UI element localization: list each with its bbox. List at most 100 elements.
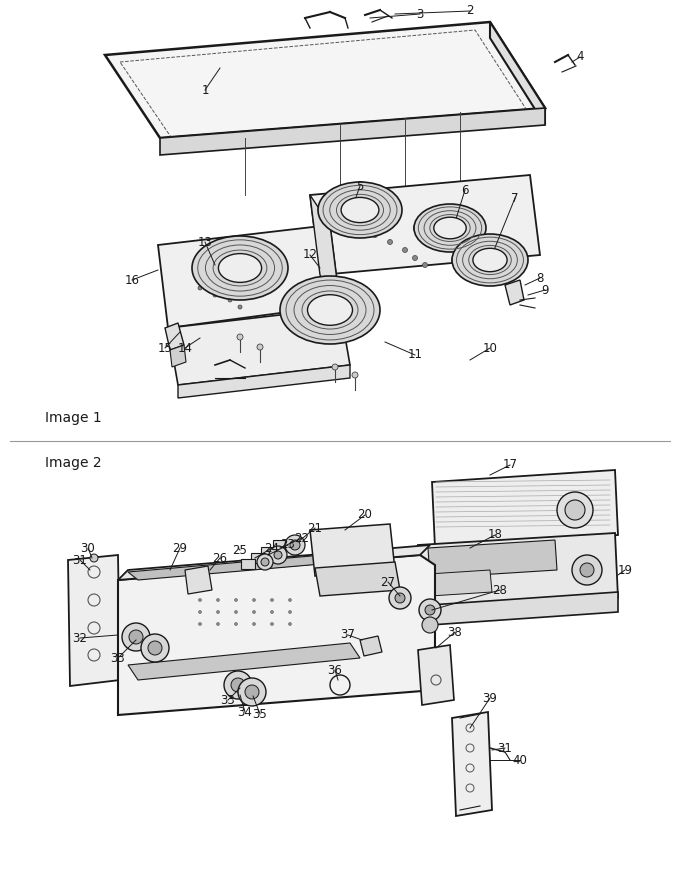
Circle shape xyxy=(141,634,169,662)
Circle shape xyxy=(389,587,411,609)
Polygon shape xyxy=(261,547,275,557)
Polygon shape xyxy=(430,592,618,625)
Text: 5: 5 xyxy=(356,180,364,193)
Text: 9: 9 xyxy=(541,283,549,297)
Text: 15: 15 xyxy=(158,341,173,355)
Polygon shape xyxy=(490,22,545,125)
Circle shape xyxy=(403,247,407,253)
Circle shape xyxy=(419,599,441,621)
Text: Image 2: Image 2 xyxy=(45,456,101,470)
Text: 35: 35 xyxy=(253,708,267,721)
Circle shape xyxy=(129,630,143,644)
Text: 19: 19 xyxy=(617,563,632,576)
Circle shape xyxy=(213,293,217,297)
Circle shape xyxy=(288,611,292,613)
Circle shape xyxy=(193,264,201,272)
Text: 4: 4 xyxy=(576,50,583,63)
Text: 10: 10 xyxy=(483,341,498,355)
Text: 16: 16 xyxy=(124,274,139,287)
Circle shape xyxy=(238,305,242,309)
Circle shape xyxy=(271,598,273,602)
Circle shape xyxy=(235,622,237,626)
Polygon shape xyxy=(170,345,186,367)
Ellipse shape xyxy=(434,217,466,238)
Circle shape xyxy=(235,611,237,613)
Circle shape xyxy=(235,598,237,602)
Ellipse shape xyxy=(280,276,380,344)
Circle shape xyxy=(373,232,377,238)
Circle shape xyxy=(425,605,435,615)
Circle shape xyxy=(245,685,259,699)
Ellipse shape xyxy=(307,295,352,326)
Text: 7: 7 xyxy=(511,192,519,204)
Circle shape xyxy=(274,551,282,559)
Circle shape xyxy=(237,334,243,340)
Circle shape xyxy=(422,617,438,633)
Text: 33: 33 xyxy=(220,693,235,707)
Ellipse shape xyxy=(218,253,262,282)
Text: 8: 8 xyxy=(537,272,544,284)
Text: 30: 30 xyxy=(81,541,95,554)
Text: 20: 20 xyxy=(358,509,373,522)
Circle shape xyxy=(148,641,162,655)
Text: 37: 37 xyxy=(341,628,356,642)
Circle shape xyxy=(271,622,273,626)
Circle shape xyxy=(199,611,201,613)
Circle shape xyxy=(557,492,593,528)
Polygon shape xyxy=(428,570,492,596)
Polygon shape xyxy=(158,225,340,328)
Circle shape xyxy=(572,555,602,585)
Text: 32: 32 xyxy=(73,632,88,644)
Polygon shape xyxy=(428,540,557,578)
Circle shape xyxy=(285,535,305,555)
Text: 6: 6 xyxy=(461,184,469,196)
Circle shape xyxy=(199,622,201,626)
Text: 13: 13 xyxy=(198,236,212,248)
Text: 34: 34 xyxy=(237,706,252,718)
Circle shape xyxy=(216,622,220,626)
Text: 14: 14 xyxy=(177,341,192,355)
Polygon shape xyxy=(68,555,120,686)
Circle shape xyxy=(228,298,232,302)
Text: Image 1: Image 1 xyxy=(45,411,102,425)
Ellipse shape xyxy=(473,248,507,272)
Circle shape xyxy=(216,611,220,613)
Circle shape xyxy=(318,206,326,214)
Polygon shape xyxy=(273,540,287,550)
Polygon shape xyxy=(251,553,265,563)
Circle shape xyxy=(224,671,252,699)
Ellipse shape xyxy=(318,182,402,238)
Circle shape xyxy=(395,593,405,603)
Text: 18: 18 xyxy=(488,529,503,541)
Circle shape xyxy=(290,540,300,550)
Ellipse shape xyxy=(414,204,486,252)
Text: 29: 29 xyxy=(173,541,188,554)
Text: 26: 26 xyxy=(212,552,228,564)
Polygon shape xyxy=(505,280,524,305)
Text: 23: 23 xyxy=(281,539,295,552)
Polygon shape xyxy=(432,470,618,548)
Ellipse shape xyxy=(341,197,379,223)
Polygon shape xyxy=(118,545,430,580)
Circle shape xyxy=(288,598,292,602)
Polygon shape xyxy=(185,566,212,594)
Text: 1: 1 xyxy=(201,84,209,97)
Text: 24: 24 xyxy=(265,541,279,554)
Circle shape xyxy=(90,554,98,562)
Polygon shape xyxy=(452,712,492,816)
Circle shape xyxy=(257,344,263,350)
Polygon shape xyxy=(418,533,618,610)
Text: 25: 25 xyxy=(233,544,248,556)
Polygon shape xyxy=(160,108,545,155)
Circle shape xyxy=(452,256,460,264)
Text: 31: 31 xyxy=(498,742,513,754)
Ellipse shape xyxy=(192,236,288,300)
Circle shape xyxy=(352,372,358,378)
Polygon shape xyxy=(128,643,360,680)
Text: 17: 17 xyxy=(503,458,517,472)
Text: 12: 12 xyxy=(303,248,318,261)
Circle shape xyxy=(281,306,289,314)
Text: 40: 40 xyxy=(513,753,528,766)
Circle shape xyxy=(122,623,150,651)
Circle shape xyxy=(252,622,256,626)
